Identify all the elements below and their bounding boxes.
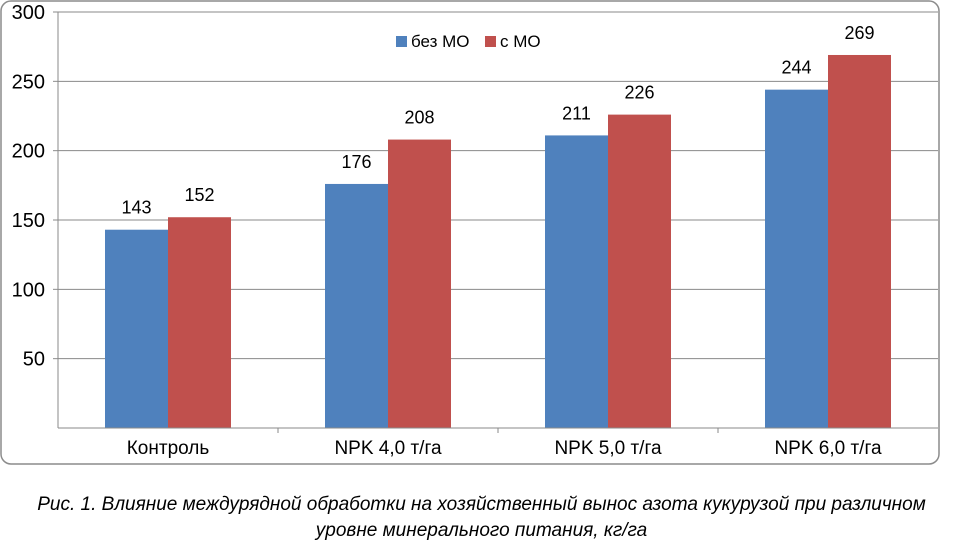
data-label: 226 [624,83,654,103]
x-tick-label: NPK 4,0 т/га [334,438,442,459]
y-tick-label: 250 [12,71,45,93]
legend-swatch [396,36,407,47]
legend-label: с МО [500,32,541,51]
legend-swatch [485,36,496,47]
y-tick-label: 100 [12,279,45,301]
x-tick-label: Контроль [127,438,210,459]
x-tick-label: NPK 6,0 т/га [774,438,882,459]
bar [388,139,451,428]
data-label: 244 [781,58,811,78]
chart-border [0,0,940,465]
data-label: 152 [184,185,214,205]
data-label: 176 [341,152,371,172]
data-label: 269 [844,23,874,43]
bar [105,229,168,428]
caption-line-1: Рис. 1. Влияние междурядной обработки на… [37,494,926,515]
legend-label: без МО [411,32,470,51]
data-label: 208 [404,108,434,128]
bar-chart: 50 100 150 200 250 300 143 152 Контроль 176 208 NPK… [0,0,940,465]
y-tick-label: 300 [12,2,45,24]
bar [325,183,388,428]
bar [608,114,671,428]
x-tick-label: NPK 5,0 т/га [554,438,662,459]
bar [765,89,828,429]
caption-line-2: уровне минерального питания, кг/га [315,520,648,541]
bar [168,217,231,428]
y-tick-label: 50 [23,349,45,371]
y-tick-label: 200 [12,141,45,163]
data-label: 143 [121,198,151,218]
bar [545,135,608,428]
data-label: 211 [562,103,591,123]
bar [828,54,891,429]
chart: 50 100 150 200 250 300 143 152 Контроль 176 208 NPK… [0,0,940,465]
y-tick-label: 150 [12,210,45,232]
figure-caption: Рис. 1. Влияние междурядной обработки на… [0,492,963,544]
